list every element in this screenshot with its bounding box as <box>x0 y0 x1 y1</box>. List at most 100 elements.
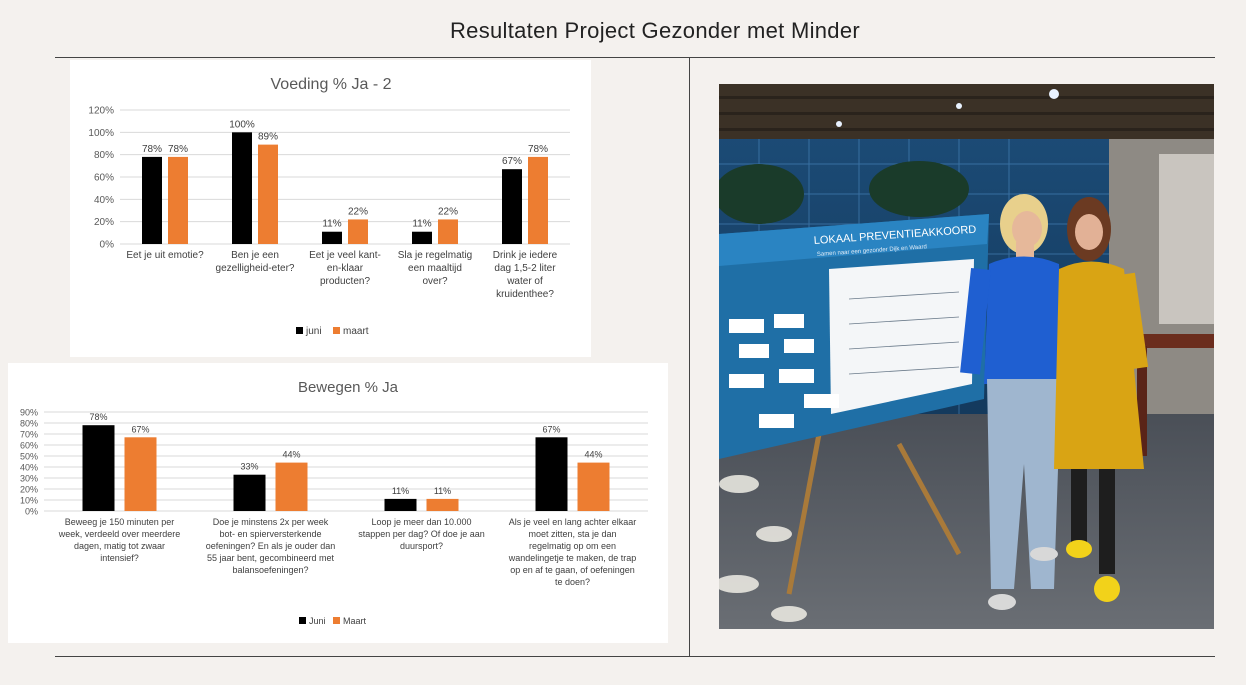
bewegen-bar-juni <box>233 474 266 511</box>
voeding-category-label: Eet je veel kant- <box>309 250 381 261</box>
voeding-data-label: 100% <box>229 119 255 130</box>
bewegen-bar-maart <box>275 462 308 511</box>
bewegen-ytick-label: 60% <box>20 441 38 451</box>
voeding-legend-label: juni <box>305 326 322 337</box>
voeding-category-label: Ben je een <box>231 250 279 261</box>
voeding-chart-card: Voeding % Ja - 2 120% 100% 80% 60% 40% 20% 0% 78… <box>70 60 591 357</box>
bewegen-chart-card: Bewegen % Ja 90% 80% 70% 60% 50% 40% 30% 20% 10% 0… <box>8 363 668 643</box>
bewegen-category-label: bot- en spierversterkende <box>219 529 321 539</box>
bewegen-bar-juni <box>535 437 568 511</box>
bewegen-category-label: moet zitten, sta je dan <box>528 529 616 539</box>
bewegen-data-label: 78% <box>89 412 107 422</box>
bewegen-category-label: Beweeg je 150 minuten per <box>65 517 175 527</box>
voeding-legend-swatch <box>296 327 303 334</box>
voeding-bar-juni <box>232 132 252 244</box>
bewegen-category-label: Als je veel en lang achter elkaar <box>509 517 637 527</box>
bewegen-category-label: dagen, matig tot zwaar <box>74 541 165 551</box>
bewegen-ytick-label: 40% <box>20 463 38 473</box>
page-title: Resultaten Project Gezonder met Minder <box>449 18 861 43</box>
bewegen-ytick-label: 50% <box>20 452 38 462</box>
bewegen-data-label: 44% <box>584 450 602 460</box>
voeding-data-label: 22% <box>438 206 458 217</box>
voeding-ytick-label: 20% <box>94 217 114 228</box>
voeding-category-label: producten? <box>320 276 370 287</box>
bewegen-category-label: balansoefeningen? <box>232 565 308 575</box>
bewegen-legend-label: Maart <box>343 616 367 626</box>
bewegen-title: Bewegen % Ja <box>298 379 399 396</box>
bewegen-bar-juni <box>82 425 115 511</box>
voeding-bar-maart <box>168 156 188 244</box>
voeding-bar-maart <box>258 144 278 244</box>
voeding-category-label: kruidenthee? <box>496 289 554 300</box>
voeding-category-label: Eet je uit emotie? <box>126 250 204 261</box>
voeding-category-label: Drink je iedere <box>493 250 558 261</box>
voeding-bar-juni <box>322 231 342 244</box>
bewegen-data-label: 67% <box>542 424 560 434</box>
voeding-legend-label: maart <box>343 326 369 337</box>
voeding-ytick-label: 80% <box>94 150 114 161</box>
bewegen-category-label: regelmatig op om een <box>529 541 616 551</box>
bewegen-ytick-label: 70% <box>20 430 38 440</box>
bewegen-chart: Bewegen % Ja 90%80%70%60%50%40%30%20%10%0… <box>20 379 648 626</box>
voeding-chart: Voeding % Ja - 2 120% 100% 80% 60% 40% 20% 0% 78… <box>88 76 570 337</box>
voeding-legend-swatch <box>333 327 340 334</box>
bewegen-category-label: op en af te gaan, of oefeningen <box>510 565 635 575</box>
bewegen-bar-juni <box>384 498 417 511</box>
bewegen-ytick-label: 80% <box>20 419 38 429</box>
bewegen-category-label: intensief? <box>100 553 139 563</box>
voeding-data-label: 22% <box>348 206 368 217</box>
voeding-category-label: Sla je regelmatig <box>398 250 472 261</box>
voeding-data-label: 89% <box>258 132 278 143</box>
bewegen-legend-swatch <box>333 617 340 624</box>
photo-illustration: LOKAAL PREVENTIEAKKOORD Samen naar een g… <box>719 84 1214 629</box>
voeding-ytick-label: 40% <box>94 195 114 206</box>
bewegen-category-label: week, verdeeld over meerdere <box>58 529 181 539</box>
bewegen-bar-maart <box>577 462 610 511</box>
voeding-bar-maart <box>438 219 458 244</box>
voeding-bar-maart <box>528 156 548 244</box>
voeding-bar-juni <box>502 169 522 244</box>
voeding-ytick-label: 0% <box>100 240 115 251</box>
voeding-data-label: 11% <box>412 219 431 230</box>
bewegen-legend-swatch <box>299 617 306 624</box>
voeding-category-label: dag 1,5-2 liter <box>494 263 556 274</box>
bewegen-data-label: 11% <box>392 486 409 496</box>
voeding-category-label: over? <box>422 276 447 287</box>
bewegen-legend-label: Juni <box>309 616 326 626</box>
voeding-data-label: 78% <box>168 144 188 155</box>
voeding-data-label: 78% <box>528 144 548 155</box>
header-divider <box>55 57 1215 58</box>
bewegen-category-label: 55 jaar bent, gecombineerd met <box>207 553 335 563</box>
voeding-data-label: 11% <box>322 219 341 230</box>
bewegen-ytick-label: 20% <box>20 485 38 495</box>
voeding-category-label: en-klaar <box>327 263 364 274</box>
event-photo: LOKAAL PREVENTIEAKKOORD Samen naar een g… <box>719 84 1214 629</box>
bewegen-bar-maart <box>426 498 459 511</box>
bewegen-category-label: wandelingetje te maken, de trap <box>508 553 637 563</box>
bewegen-data-label: 11% <box>434 486 451 496</box>
bewegen-data-label: 44% <box>282 450 300 460</box>
bewegen-category-label: duursport? <box>400 541 443 551</box>
bewegen-category-label: Doe je minstens 2x per week <box>213 517 329 527</box>
bewegen-ytick-label: 30% <box>20 474 38 484</box>
voeding-data-label: 67% <box>502 156 522 167</box>
voeding-data-label: 78% <box>142 144 162 155</box>
voeding-bar-juni <box>412 231 432 244</box>
bewegen-data-label: 67% <box>131 424 149 434</box>
bewegen-bar-maart <box>124 437 157 511</box>
voeding-category-label: water of <box>506 276 543 287</box>
voeding-title: Voeding % Ja - 2 <box>271 76 392 93</box>
voeding-category-label: gezelligheid-eter? <box>216 263 295 274</box>
bewegen-ytick-label: 90% <box>20 408 38 418</box>
voeding-ytick-label: 60% <box>94 173 114 184</box>
voeding-bar-juni <box>142 156 162 244</box>
voeding-bar-maart <box>348 219 368 244</box>
bewegen-data-label: 33% <box>240 462 258 472</box>
bewegen-ytick-label: 10% <box>20 496 38 506</box>
bewegen-category-label: te doen? <box>555 577 590 587</box>
voeding-ytick-label: 100% <box>88 128 114 139</box>
footer-divider <box>55 656 1215 657</box>
bewegen-category-label: oefeningen? En als je ouder dan <box>206 541 336 551</box>
bewegen-ytick-label: 0% <box>25 507 38 517</box>
voeding-ytick-label: 120% <box>88 106 114 117</box>
